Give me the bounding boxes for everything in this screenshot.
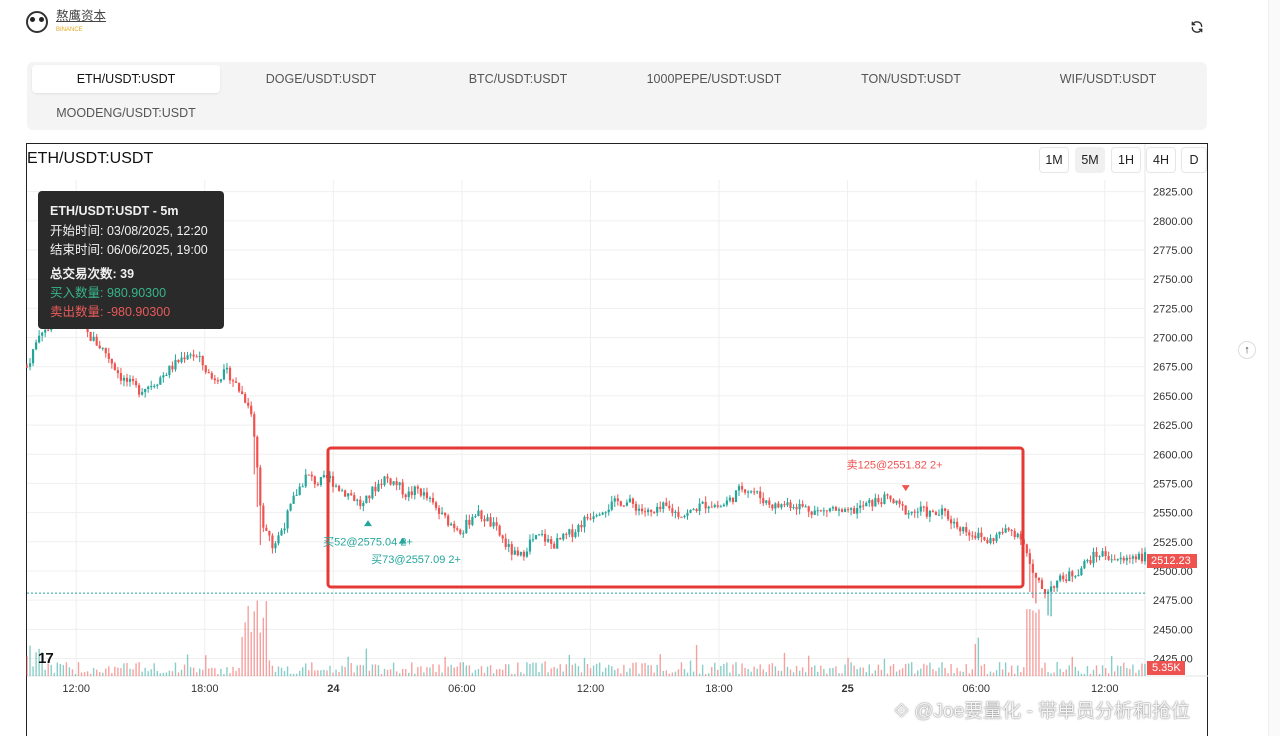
tooltip-buy-qty: 买入数量: 980.90300 (50, 286, 167, 300)
tab-wif[interactable]: WIF/USDT:USDT (1059, 72, 1157, 86)
tooltip-end-time: 结束时间: 06/06/2025, 19:00 (50, 243, 208, 257)
timeframe-1m-button[interactable]: 1M (1039, 147, 1069, 173)
tab-ton[interactable]: TON/USDT:USDT (861, 72, 961, 86)
tooltip-trade-count: 总交易次数: 39 (50, 267, 135, 281)
tab-pepe[interactable]: 1000PEPE/USDT:USDT (646, 72, 782, 86)
refresh-icon[interactable] (1188, 18, 1206, 36)
timeframe-5m-button[interactable]: 5M (1075, 147, 1105, 173)
last-price-tag: 2512.23 (1147, 554, 1197, 568)
timeframe-d-button[interactable]: D (1181, 147, 1207, 173)
volume-tag: 5.35K (1147, 661, 1185, 675)
timeframe-1h-button[interactable]: 1H (1111, 147, 1141, 173)
exchange-badge: BINANCE (56, 26, 83, 33)
symbol-tabs: ETH/USDT:USDT DOGE/USDT:USDT BTC/USDT:US… (27, 62, 1207, 130)
chart-title: ETH/USDT:USDT (27, 150, 154, 167)
tab-doge[interactable]: DOGE/USDT:USDT (265, 72, 377, 86)
page-scrollbar[interactable] (1268, 0, 1280, 736)
chart-panel (26, 143, 1208, 736)
timeframe-4h-button[interactable]: 4H (1146, 147, 1176, 173)
scroll-top-button[interactable]: ↑ (1238, 341, 1256, 359)
brand-name[interactable]: 熬鹰资本 (56, 9, 107, 23)
tab-eth[interactable]: ETH/USDT:USDT (32, 65, 220, 93)
tooltip-start-time: 开始时间: 03/08/2025, 12:20 (50, 224, 208, 238)
stats-tooltip: ETH/USDT:USDT - 5m 开始时间: 03/08/2025, 12:… (38, 191, 224, 329)
tab-btc[interactable]: BTC/USDT:USDT (468, 72, 568, 86)
tooltip-sell-qty: 卖出数量: -980.90300 (50, 305, 171, 319)
tooltip-title: ETH/USDT:USDT - 5m (50, 204, 179, 218)
watermark-text: ⟐ @Joe要量化 - 带单员分析和抢位 (894, 701, 1191, 722)
tab-moodeng[interactable]: MOODENG/USDT:USDT (56, 106, 196, 120)
panda-logo-icon (26, 10, 48, 33)
brand[interactable]: 熬鹰资本 BINANCE (26, 9, 107, 33)
tradingview-logo-icon[interactable]: 17 (38, 650, 54, 667)
